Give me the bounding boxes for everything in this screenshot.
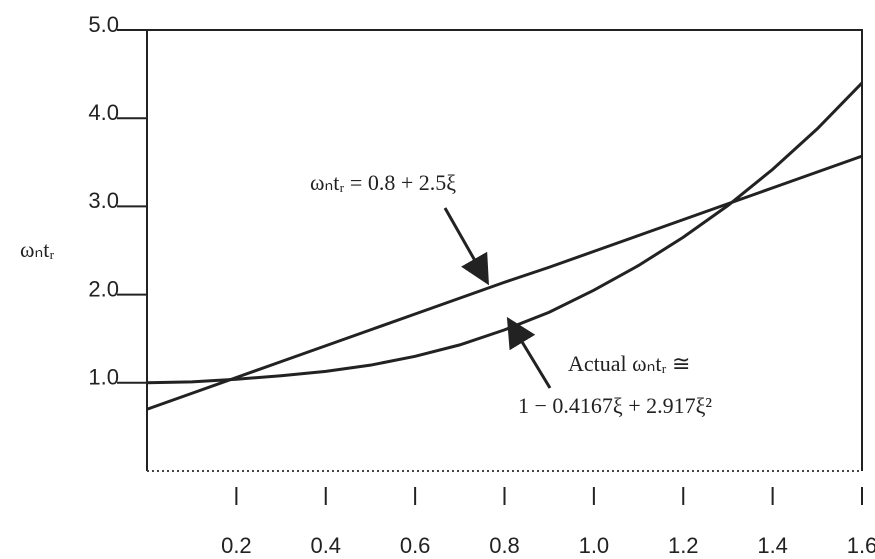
annotation: Actual ωₙtᵣ ≅ <box>568 351 690 376</box>
chart: ωₙtᵣ ωₙtᵣ = 0.8 + 2.5ξ Actual ωₙtᵣ ≅ 1 −… <box>0 0 875 559</box>
x-tick-label: 0.4 <box>310 533 341 558</box>
annotation: ωₙtᵣ = 0.8 + 2.5ξ <box>310 170 456 195</box>
x-tick-label: 0.2 <box>221 533 252 558</box>
line <box>147 156 862 409</box>
x-tick-label: 1.6 <box>847 533 875 558</box>
y-tick-label: 1.0 <box>88 365 119 390</box>
y-axis-label: ωₙtᵣ <box>20 237 54 262</box>
arrow <box>445 208 486 280</box>
plot-frame <box>147 30 862 471</box>
annotation: 1 − 0.4167ξ + 2.917ξ² <box>518 393 712 418</box>
x-tick-label: 0.6 <box>400 533 431 558</box>
y-tick-label: 5.0 <box>88 12 119 37</box>
arrow <box>510 322 550 388</box>
x-tick-label: 1.2 <box>668 533 699 558</box>
line <box>147 83 862 383</box>
y-tick-label: 3.0 <box>88 188 119 213</box>
y-tick-label: 2.0 <box>88 276 119 301</box>
x-tick-label: 0.8 <box>489 533 520 558</box>
y-tick-label: 4.0 <box>88 100 119 125</box>
x-tick-label: 1.4 <box>757 533 788 558</box>
x-tick-label: 1.0 <box>579 533 610 558</box>
